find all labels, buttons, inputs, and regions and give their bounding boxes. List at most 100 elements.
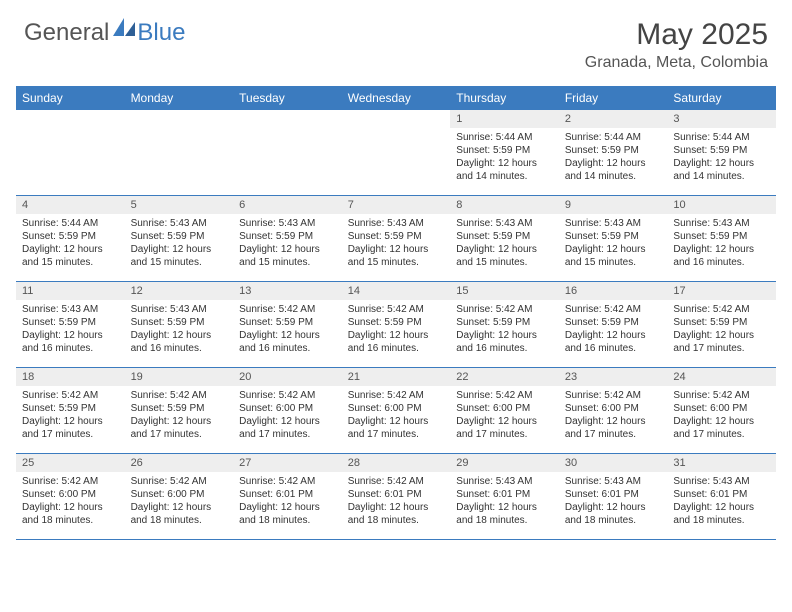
sunset-line: Sunset: 5:59 PM (22, 230, 119, 243)
calendar-cell: 30Sunrise: 5:43 AMSunset: 6:01 PMDayligh… (559, 454, 668, 540)
sunrise-line: Sunrise: 5:42 AM (22, 389, 119, 402)
sunrise-line: Sunrise: 5:43 AM (565, 475, 662, 488)
calendar-cell-empty (233, 110, 342, 196)
day-detail: Sunrise: 5:44 AMSunset: 5:59 PMDaylight:… (16, 214, 125, 273)
calendar-cell: 11Sunrise: 5:43 AMSunset: 5:59 PMDayligh… (16, 282, 125, 368)
daylight-line: Daylight: 12 hours and 16 minutes. (673, 243, 770, 269)
sunset-line: Sunset: 6:01 PM (673, 488, 770, 501)
sunrise-line: Sunrise: 5:42 AM (348, 389, 445, 402)
daylight-line: Daylight: 12 hours and 16 minutes. (348, 329, 445, 355)
day-number: 29 (450, 454, 559, 472)
day-number: 5 (125, 196, 234, 214)
day-detail: Sunrise: 5:42 AMSunset: 6:00 PMDaylight:… (16, 472, 125, 531)
sunset-line: Sunset: 6:00 PM (456, 402, 553, 415)
weekday-header: Friday (559, 86, 668, 110)
sunset-line: Sunset: 6:01 PM (565, 488, 662, 501)
calendar: SundayMondayTuesdayWednesdayThursdayFrid… (16, 86, 776, 540)
day-number: 20 (233, 368, 342, 386)
sunrise-line: Sunrise: 5:42 AM (348, 475, 445, 488)
day-number: 24 (667, 368, 776, 386)
day-detail: Sunrise: 5:42 AMSunset: 6:00 PMDaylight:… (233, 386, 342, 445)
calendar-cell: 31Sunrise: 5:43 AMSunset: 6:01 PMDayligh… (667, 454, 776, 540)
daylight-line: Daylight: 12 hours and 17 minutes. (348, 415, 445, 441)
day-detail: Sunrise: 5:42 AMSunset: 5:59 PMDaylight:… (342, 300, 451, 359)
day-detail: Sunrise: 5:42 AMSunset: 6:00 PMDaylight:… (450, 386, 559, 445)
daylight-line: Daylight: 12 hours and 16 minutes. (239, 329, 336, 355)
sunset-line: Sunset: 5:59 PM (673, 316, 770, 329)
sunrise-line: Sunrise: 5:43 AM (348, 217, 445, 230)
day-number: 11 (16, 282, 125, 300)
daylight-line: Daylight: 12 hours and 18 minutes. (456, 501, 553, 527)
sunset-line: Sunset: 6:00 PM (348, 402, 445, 415)
day-number: 25 (16, 454, 125, 472)
daylight-line: Daylight: 12 hours and 18 minutes. (673, 501, 770, 527)
day-detail: Sunrise: 5:44 AMSunset: 5:59 PMDaylight:… (667, 128, 776, 187)
daylight-line: Daylight: 12 hours and 16 minutes. (131, 329, 228, 355)
day-detail: Sunrise: 5:43 AMSunset: 5:59 PMDaylight:… (125, 214, 234, 273)
sunrise-line: Sunrise: 5:42 AM (22, 475, 119, 488)
day-number: 13 (233, 282, 342, 300)
sunset-line: Sunset: 6:00 PM (565, 402, 662, 415)
sunset-line: Sunset: 5:59 PM (565, 144, 662, 157)
daylight-line: Daylight: 12 hours and 17 minutes. (239, 415, 336, 441)
weekday-header: Tuesday (233, 86, 342, 110)
day-number: 6 (233, 196, 342, 214)
weekday-header: Sunday (16, 86, 125, 110)
sunset-line: Sunset: 5:59 PM (22, 316, 119, 329)
calendar-cell: 23Sunrise: 5:42 AMSunset: 6:00 PMDayligh… (559, 368, 668, 454)
day-number: 1 (450, 110, 559, 128)
logo-text-blue: Blue (137, 19, 185, 47)
sunrise-line: Sunrise: 5:43 AM (673, 475, 770, 488)
sunrise-line: Sunrise: 5:42 AM (239, 303, 336, 316)
sunrise-line: Sunrise: 5:42 AM (673, 303, 770, 316)
day-detail: Sunrise: 5:44 AMSunset: 5:59 PMDaylight:… (559, 128, 668, 187)
day-detail: Sunrise: 5:43 AMSunset: 5:59 PMDaylight:… (125, 300, 234, 359)
day-number: 8 (450, 196, 559, 214)
calendar-cell-empty (16, 110, 125, 196)
day-detail: Sunrise: 5:42 AMSunset: 5:59 PMDaylight:… (450, 300, 559, 359)
sunset-line: Sunset: 5:59 PM (239, 316, 336, 329)
calendar-cell: 18 Sunrise: 5:42 AMSunset: 5:59 PMDayligh… (16, 368, 125, 454)
calendar-header-row: SundayMondayTuesdayWednesdayThursdayFrid… (16, 86, 776, 110)
day-number: 28 (342, 454, 451, 472)
day-detail: Sunrise: 5:42 AMSunset: 5:59 PMDaylight:… (559, 300, 668, 359)
sunrise-line: Sunrise: 5:42 AM (239, 389, 336, 402)
daylight-line: Daylight: 12 hours and 18 minutes. (239, 501, 336, 527)
sunrise-line: Sunrise: 5:43 AM (565, 217, 662, 230)
calendar-cell-empty (342, 110, 451, 196)
logo: General Blue (24, 18, 185, 47)
sunrise-line: Sunrise: 5:42 AM (456, 303, 553, 316)
sunset-line: Sunset: 5:59 PM (456, 316, 553, 329)
sunset-line: Sunset: 5:59 PM (131, 402, 228, 415)
calendar-cell: 17Sunrise: 5:42 AMSunset: 5:59 PMDayligh… (667, 282, 776, 368)
day-number: 19 (125, 368, 234, 386)
sunset-line: Sunset: 5:59 PM (456, 144, 553, 157)
day-number: 14 (342, 282, 451, 300)
calendar-cell: 4Sunrise: 5:44 AMSunset: 5:59 PMDaylight… (16, 196, 125, 282)
day-number: 15 (450, 282, 559, 300)
day-detail: Sunrise: 5:43 AMSunset: 6:01 PMDaylight:… (450, 472, 559, 531)
day-number: 2 (559, 110, 668, 128)
calendar-cell: 8Sunrise: 5:43 AMSunset: 5:59 PMDaylight… (450, 196, 559, 282)
calendar-body: 1Sunrise: 5:44 AMSunset: 5:59 PMDaylight… (16, 110, 776, 540)
sunset-line: Sunset: 5:59 PM (22, 402, 119, 415)
calendar-cell: 27Sunrise: 5:42 AMSunset: 6:01 PMDayligh… (233, 454, 342, 540)
day-number: 18 (16, 368, 125, 386)
daylight-line: Daylight: 12 hours and 16 minutes. (565, 329, 662, 355)
sunrise-line: Sunrise: 5:43 AM (131, 303, 228, 316)
day-detail: Sunrise: 5:42 AMSunset: 6:01 PMDaylight:… (342, 472, 451, 531)
daylight-line: Daylight: 12 hours and 15 minutes. (22, 243, 119, 269)
daylight-line: Daylight: 12 hours and 17 minutes. (22, 415, 119, 441)
sunrise-line: Sunrise: 5:44 AM (673, 131, 770, 144)
sunset-line: Sunset: 5:59 PM (131, 230, 228, 243)
daylight-line: Daylight: 12 hours and 15 minutes. (456, 243, 553, 269)
logo-sail-icon (113, 18, 135, 41)
day-number: 3 (667, 110, 776, 128)
calendar-cell: 14Sunrise: 5:42 AMSunset: 5:59 PMDayligh… (342, 282, 451, 368)
daylight-line: Daylight: 12 hours and 17 minutes. (673, 329, 770, 355)
day-detail: Sunrise: 5:42 AMSunset: 6:00 PMDaylight:… (667, 386, 776, 445)
calendar-cell: 3Sunrise: 5:44 AMSunset: 5:59 PMDaylight… (667, 110, 776, 196)
daylight-line: Daylight: 12 hours and 15 minutes. (348, 243, 445, 269)
calendar-cell: 12Sunrise: 5:43 AMSunset: 5:59 PMDayligh… (125, 282, 234, 368)
daylight-line: Daylight: 12 hours and 17 minutes. (565, 415, 662, 441)
